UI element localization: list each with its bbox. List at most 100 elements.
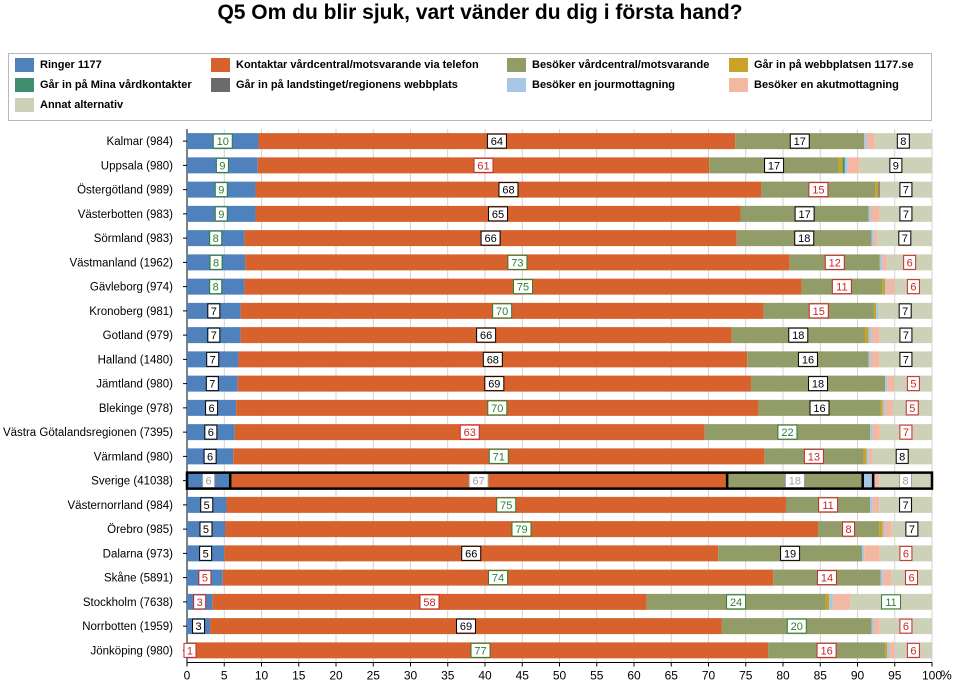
data-label-text: 18 xyxy=(798,233,810,245)
bar-segment-gar-in-pa-webbplatsen-1177-se xyxy=(879,521,883,538)
data-label-text: 14 xyxy=(821,573,833,585)
legend-swatch xyxy=(507,78,526,92)
legend-label: Besöker vårdcentral/motsvarande xyxy=(532,59,710,71)
category-label: Norrbotten (1959) xyxy=(82,621,173,633)
data-label: 6 xyxy=(899,618,913,634)
data-label: 16 xyxy=(809,400,830,416)
data-label-text: 9 xyxy=(893,160,899,172)
data-label-text: 7 xyxy=(903,185,909,197)
bar-row-ostergotland-989: Östergötland (989) 9 68 15 7 xyxy=(77,181,932,198)
x-tick-label: 35 xyxy=(441,669,455,683)
bar-segment-besoker-en-akutmottagning xyxy=(872,496,880,513)
data-label-text: 16 xyxy=(802,354,814,366)
data-label-box xyxy=(209,279,223,295)
bar-segment-gar-in-pa-webbplatsen-1177-se xyxy=(864,327,869,344)
bar-segment-besoker-en-jourmottagning xyxy=(879,254,883,271)
bar-segment-besoker-en-akutmottagning xyxy=(864,545,880,562)
highlight-frame xyxy=(185,471,934,490)
bar-row-gotland-979: Gotland (979) 7 66 18 7 xyxy=(103,327,932,344)
data-label-text: 58 xyxy=(423,597,435,609)
data-label-text: 63 xyxy=(464,427,476,439)
data-label: 19 xyxy=(780,545,801,561)
data-label-text: 15 xyxy=(812,185,824,197)
data-label-box xyxy=(794,206,815,222)
data-label: 74 xyxy=(488,570,509,586)
data-label-text: 7 xyxy=(903,209,909,221)
bar-row-jonkoping-980: Jönköping (980) 1 77 16 6 xyxy=(91,642,932,659)
data-label: 7 xyxy=(206,351,220,367)
data-label: 11 xyxy=(818,497,839,513)
legend-swatch xyxy=(211,78,230,92)
bar-row-norrbotten-1959: Norrbotten (1959) 3 69 20 6 xyxy=(82,618,932,635)
data-label-box xyxy=(487,400,508,416)
data-label-box xyxy=(789,133,810,149)
category-label: Jämtland (980) xyxy=(96,379,173,391)
data-label-text: 7 xyxy=(211,330,217,342)
data-label: 7 xyxy=(898,230,912,246)
data-label-text: 75 xyxy=(500,500,512,512)
data-label: 5 xyxy=(906,376,920,392)
legend-item-besoker-en-akutmottagning: Besöker en akutmottagning xyxy=(729,78,899,92)
x-tick-label: 75 xyxy=(739,669,753,683)
x-tick-label: 25 xyxy=(367,669,381,683)
data-label: 6 xyxy=(905,570,919,586)
data-label-text: 7 xyxy=(903,354,909,366)
data-label-text: 1 xyxy=(187,645,193,657)
data-label-text: 6 xyxy=(206,476,212,488)
bar-segment-gar-in-pa-webbplatsen-1177-se xyxy=(880,399,883,416)
legend-swatch xyxy=(15,98,34,112)
data-label-box xyxy=(214,182,228,198)
data-label-text: 66 xyxy=(465,548,477,560)
data-label: 15 xyxy=(808,182,829,198)
bar-row-halland-1480: Halland (1480) 7 68 16 7 xyxy=(98,351,932,368)
data-label: 17 xyxy=(789,133,810,149)
legend-label: Går in på webbplatsen 1177.se xyxy=(754,59,914,71)
data-label: 8 xyxy=(899,473,913,489)
category-label: Uppsala (980) xyxy=(101,160,173,172)
data-label-box xyxy=(183,642,197,658)
bar-segment-besoker-en-jourmottagning xyxy=(882,521,886,538)
data-label-text: 7 xyxy=(903,330,909,342)
legend-swatch xyxy=(729,78,748,92)
data-label-text: 7 xyxy=(209,379,215,391)
data-label-box xyxy=(473,157,494,173)
bar-segment-besoker-en-jourmottagning xyxy=(868,351,871,368)
data-label-text: 9 xyxy=(218,185,224,197)
category-label: Gävleborg (974) xyxy=(90,282,173,294)
data-label-text: 8 xyxy=(845,524,851,536)
data-label-text: 12 xyxy=(829,257,841,269)
data-label-text: 17 xyxy=(768,160,780,172)
data-label-box xyxy=(816,570,837,586)
x-tick-label: 80 xyxy=(776,669,790,683)
data-label-box xyxy=(896,133,910,149)
legend-item-ringer-1177: Ringer 1177 xyxy=(15,58,102,72)
x-tick-label: 50 xyxy=(553,669,567,683)
data-label-box xyxy=(899,424,913,440)
data-label-box xyxy=(899,327,913,343)
data-label-box xyxy=(797,351,818,367)
data-label-text: 5 xyxy=(204,500,210,512)
data-label: 1 xyxy=(183,642,197,658)
bar-row-stockholm-7638: Stockholm (7638) 3 58 24 11 xyxy=(83,593,932,610)
data-label: 9 xyxy=(214,206,228,222)
data-label: 7 xyxy=(899,327,913,343)
data-label: 5 xyxy=(905,400,919,416)
bar-segment-besoker-en-jourmottagning xyxy=(870,424,873,441)
data-label-text: 8 xyxy=(213,282,219,294)
data-label: 15 xyxy=(808,303,829,319)
bar-segment-besoker-en-akutmottagning xyxy=(882,569,892,586)
data-label-box xyxy=(881,594,902,610)
data-label: 7 xyxy=(207,303,221,319)
bar-segment-besoker-en-jourmottagning xyxy=(885,278,887,295)
data-label: 6 xyxy=(899,545,913,561)
bar-segment-besoker-en-akutmottagning xyxy=(871,327,880,344)
data-label-box xyxy=(512,279,533,295)
data-label-box xyxy=(788,327,809,343)
data-label: 5 xyxy=(199,521,213,537)
data-label-box xyxy=(906,279,920,295)
data-label: 8 xyxy=(209,254,223,270)
data-label-text: 70 xyxy=(496,306,508,318)
data-label: 12 xyxy=(824,254,845,270)
data-label-box xyxy=(200,497,214,513)
data-label-text: 24 xyxy=(730,597,742,609)
